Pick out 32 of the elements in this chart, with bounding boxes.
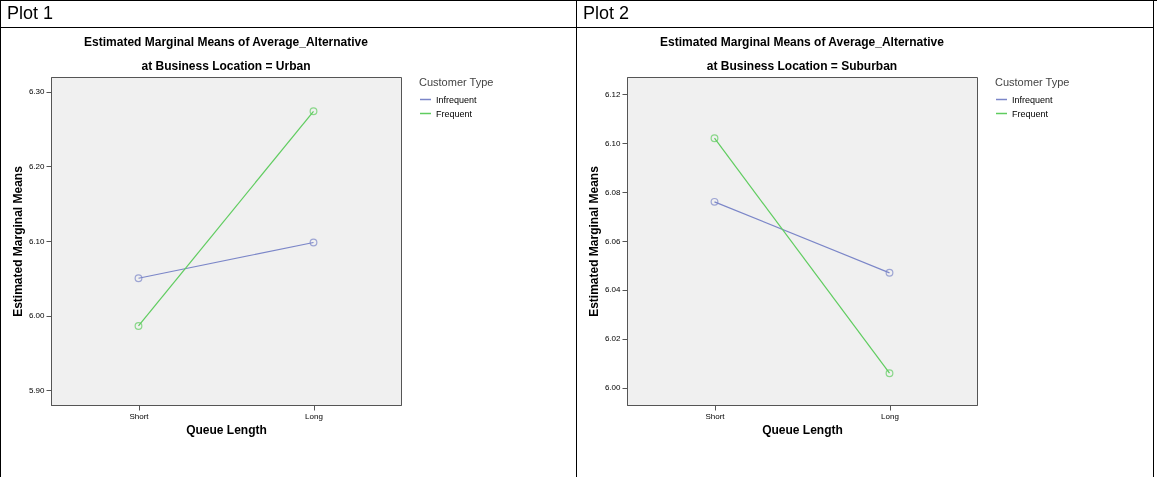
y-tick-label: 6.08 (604, 187, 622, 197)
legend-label: Frequent (436, 108, 473, 119)
y-tick-label: 6.10 (604, 138, 622, 148)
legend-label: Infrequent (1012, 94, 1054, 105)
x-tick-label: Short (705, 411, 726, 421)
x-tick-label: Short (129, 411, 150, 421)
legend-label: Infrequent (436, 94, 478, 105)
chart-subtitle: at Business Location = Suburban (706, 59, 898, 73)
y-tick-label: 6.30 (28, 87, 46, 97)
chart-title: Estimated Marginal Means of Average_Alternative (660, 35, 945, 49)
y-tick-label: 6.02 (604, 334, 622, 344)
chart-subtitle: at Business Location = Urban (141, 59, 311, 73)
x-axis-title: Queue Length (762, 422, 843, 437)
x-tick-label: Long (881, 411, 899, 421)
y-axis-title: Estimated Marginal Means (10, 165, 25, 317)
y-axis-title: Estimated Marginal Means (586, 165, 601, 317)
y-tick-label: 5.90 (28, 385, 46, 395)
y-tick-label: 6.10 (28, 236, 46, 246)
text: Plot 2 (577, 1, 1153, 28)
y-tick-label: 6.00 (604, 383, 622, 393)
x-tick-label: Long (305, 411, 323, 421)
legend-title: Customer Type (419, 76, 494, 88)
y-tick-label: 6.12 (604, 89, 622, 99)
legend-label: Frequent (1012, 108, 1049, 119)
y-tick-label: 6.20 (28, 161, 46, 171)
y-tick-label: 6.04 (604, 285, 622, 295)
legend-title: Customer Type (995, 76, 1070, 88)
chart-title: Estimated Marginal Means of Average_Alternative (84, 35, 369, 49)
y-tick-label: 6.06 (604, 236, 622, 246)
text: Plot 1 (1, 1, 576, 28)
y-tick-label: 6.00 (28, 311, 46, 321)
x-axis-title: Queue Length (186, 422, 267, 437)
